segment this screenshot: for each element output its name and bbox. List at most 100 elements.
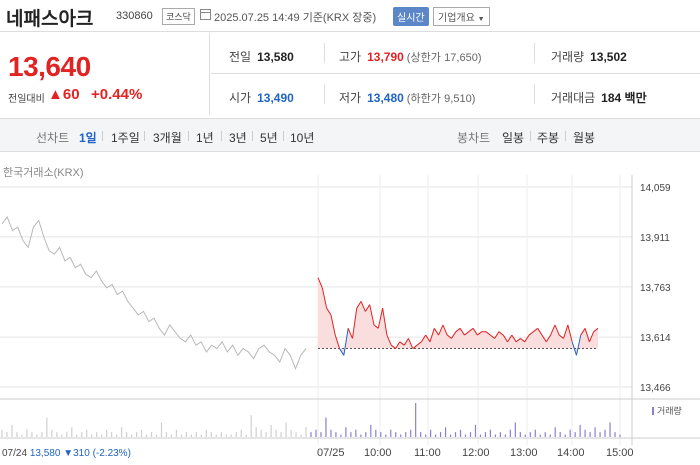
today-line-segment bbox=[364, 304, 371, 312]
today-line-segment bbox=[326, 307, 332, 316]
divider bbox=[534, 84, 535, 104]
x-tick-label: 10:00 bbox=[364, 447, 392, 459]
today-line-segment bbox=[550, 324, 556, 336]
today-line-segment bbox=[511, 334, 517, 343]
today-line-segment bbox=[382, 308, 388, 336]
tab-weekly-candle[interactable]: 주봉 bbox=[537, 131, 560, 145]
stat-sub-label: (하한가 bbox=[406, 93, 441, 105]
calendar-icon bbox=[200, 9, 211, 20]
tab-3months[interactable]: 3개월 bbox=[153, 131, 182, 145]
today-line-segment bbox=[528, 331, 534, 336]
prev-day-summary: 07/24 13,580 ▼310 (-2.23%) bbox=[2, 448, 131, 459]
stat-value: 13,480 bbox=[367, 91, 404, 105]
divider bbox=[283, 131, 284, 141]
prev-day-date: 07/24 bbox=[2, 448, 28, 459]
tab-3years[interactable]: 3년 bbox=[229, 131, 247, 145]
today-line-segment bbox=[545, 334, 552, 343]
today-area-fill bbox=[318, 277, 598, 356]
stat-label: 거래대금 bbox=[551, 91, 596, 105]
prev-day-percent: (-2.23%) bbox=[92, 448, 131, 459]
tab-monthly-candle[interactable]: 월봉 bbox=[573, 131, 596, 145]
today-line-segment bbox=[321, 287, 328, 309]
divider bbox=[324, 84, 325, 104]
stat-label: 전일 bbox=[229, 50, 252, 64]
today-line-segment bbox=[356, 301, 362, 309]
tab-1year[interactable]: 1년 bbox=[196, 131, 214, 145]
divider bbox=[530, 131, 531, 141]
today-line-segment bbox=[395, 341, 401, 349]
today-line-segment bbox=[412, 344, 418, 349]
today-line-segment bbox=[507, 334, 513, 343]
candle-chart-label: 봉차트 bbox=[457, 131, 491, 145]
current-price: 13,640 bbox=[8, 51, 91, 82]
today-line-segment bbox=[558, 334, 564, 339]
today-line-segment bbox=[433, 328, 440, 336]
today-line-segment bbox=[464, 331, 470, 336]
today-line-segment bbox=[554, 324, 560, 336]
stock-header: 네패스아크 330860 코스닥 2025.07.25 14:49 기준(KRX… bbox=[0, 0, 700, 32]
tab-5years[interactable]: 5년 bbox=[260, 131, 278, 145]
divider bbox=[188, 131, 189, 141]
divider bbox=[534, 43, 535, 63]
stat-amount: 거래대금 184 백만 bbox=[551, 89, 647, 106]
y-tick-label: 13,614 bbox=[640, 333, 671, 344]
stat-value: 184 백만 bbox=[601, 91, 647, 105]
today-line-segment bbox=[455, 327, 461, 333]
today-line-segment bbox=[330, 314, 336, 336]
today-line-segment bbox=[416, 341, 422, 346]
market-badge: 코스닥 bbox=[162, 8, 195, 25]
prev-day-label: 전일대비 bbox=[8, 94, 45, 105]
y-tick-label: 13,763 bbox=[640, 283, 671, 294]
today-line-segment bbox=[477, 331, 483, 336]
today-line-segment bbox=[403, 338, 409, 346]
y-tick-label: 14,059 bbox=[640, 183, 671, 194]
today-line-segment bbox=[584, 328, 590, 342]
stat-value: 13,502 bbox=[590, 50, 627, 64]
y-tick-label: 13,911 bbox=[640, 233, 670, 244]
x-tick-label: 15:00 bbox=[606, 447, 634, 459]
today-line-segment bbox=[429, 328, 435, 342]
realtime-button[interactable]: 실시간 bbox=[393, 7, 429, 26]
tab-daily-candle[interactable]: 일봉 bbox=[502, 131, 525, 145]
today-line-segment bbox=[360, 301, 366, 312]
price-chart[interactable]: 13,466 13,614 13,763 13,911 14,059 bbox=[0, 175, 700, 445]
today-line-segment bbox=[468, 327, 474, 333]
today-line-segment bbox=[459, 328, 465, 336]
today-line-segment bbox=[420, 334, 427, 343]
prev-day-change: ▼310 bbox=[63, 448, 90, 459]
today-line-segment bbox=[541, 334, 547, 343]
stat-value: 13,790 bbox=[367, 50, 404, 64]
company-overview-button[interactable]: 기업개요 ▼ bbox=[433, 7, 490, 26]
today-line-segment bbox=[369, 304, 375, 326]
today-line-segment bbox=[343, 328, 349, 356]
today-line-segment bbox=[438, 324, 444, 336]
quote-datetime: 2025.07.25 14:49 기준(KRX 장중) bbox=[214, 12, 377, 24]
divider bbox=[324, 43, 325, 63]
stat-prev-close: 전일 13,580 bbox=[229, 48, 294, 65]
x-tick-label: 12:00 bbox=[462, 447, 490, 459]
stat-label: 고가 bbox=[339, 50, 362, 64]
stat-value: 13,580 bbox=[257, 50, 294, 64]
today-line-segment bbox=[498, 331, 504, 336]
stat-volume: 거래량 13,502 bbox=[551, 48, 627, 65]
today-line-segment bbox=[351, 308, 358, 339]
today-line-segment bbox=[373, 324, 379, 329]
today-line-segment bbox=[377, 307, 384, 329]
today-line-segment bbox=[347, 328, 353, 339]
stat-sub-label: (상한가 bbox=[406, 52, 441, 64]
today-line-segment bbox=[446, 334, 452, 339]
price-change: ▲60 bbox=[48, 86, 80, 103]
stat-open: 시가 13,490 bbox=[229, 89, 294, 106]
tab-1week[interactable]: 1주일 bbox=[111, 131, 140, 145]
today-line-segment bbox=[563, 324, 569, 339]
tab-1day[interactable]: 1일 bbox=[79, 131, 97, 145]
today-line-segment bbox=[588, 331, 595, 343]
today-line-segment bbox=[390, 344, 396, 349]
stat-label: 시가 bbox=[229, 91, 252, 105]
line-chart-label: 선차트 bbox=[36, 131, 70, 145]
today-line-segment bbox=[567, 324, 573, 342]
today-line-segment bbox=[317, 277, 323, 289]
tab-10years[interactable]: 10년 bbox=[290, 131, 315, 145]
x-tick-label: 13:00 bbox=[510, 447, 538, 459]
stat-sub-value: 17,650) bbox=[444, 52, 482, 64]
